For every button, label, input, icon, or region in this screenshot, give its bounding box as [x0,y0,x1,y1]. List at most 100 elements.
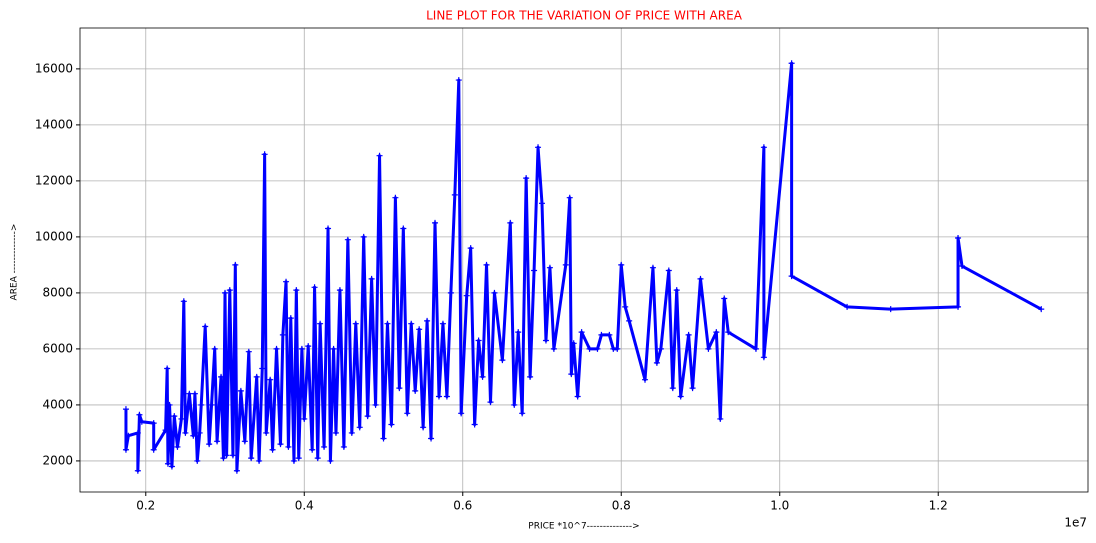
data-marker [368,275,375,282]
data-marker [515,329,522,336]
x-axis-label: PRICE *10^7--------------> [528,522,639,532]
data-marker [586,345,593,352]
data-marker [788,60,795,67]
data-marker [356,424,363,431]
data-marker [136,411,143,418]
data-marker [380,435,387,442]
data-marker [388,421,395,428]
data-marker [618,261,625,268]
data-marker [760,354,767,361]
data-marker [439,320,446,327]
data-marker [256,457,263,464]
data-marker [519,410,526,417]
data-marker [180,298,187,305]
data-marker [626,317,633,324]
data-marker [432,219,439,226]
data-marker [384,320,391,327]
data-marker [267,376,274,383]
data-marker [598,331,605,338]
data-marker [887,306,894,313]
y-tick-label: 10000 [35,229,73,243]
data-marker [245,348,252,355]
data-marker [314,455,321,462]
data-marker [499,357,506,364]
data-marker [122,406,129,413]
data-marker [332,429,339,436]
data-marker [321,443,328,450]
data-marker [295,455,302,462]
data-marker [182,429,189,436]
x-tick-label: 0.6 [453,499,472,513]
data-marker [360,233,367,240]
y-tick-label: 8000 [42,285,73,299]
data-marker [435,393,442,400]
data-marker [330,345,337,352]
data-marker [955,235,962,242]
data-marker [420,424,427,431]
data-marker [546,264,553,271]
data-marker [226,287,233,294]
data-marker [471,421,478,428]
data-marker [408,320,415,327]
data-marker [248,455,255,462]
data-marker [689,385,696,392]
data-marker [673,287,680,294]
data-marker [311,284,318,291]
data-marker [622,303,629,310]
data-marker [283,278,290,285]
data-marker [191,390,198,397]
data-marker [222,289,229,296]
data-marker [955,303,962,310]
data-marker [844,303,851,310]
data-marker [336,287,343,294]
data-marker [959,263,965,270]
data-marker [166,401,173,408]
y-tick-label: 4000 [42,397,73,411]
data-marker [241,438,248,445]
data-marker [760,144,767,151]
data-marker [531,267,538,274]
data-marker [364,413,371,420]
data-marker [305,343,312,350]
data-marker [211,345,218,352]
x-tick-label: 0.4 [295,499,314,513]
data-marker [309,446,316,453]
data-marker [578,329,585,336]
x-tick-label: 0.8 [612,499,631,513]
data-marker [150,446,157,453]
data-marker [535,144,542,151]
y-tick-label: 2000 [42,453,73,467]
data-marker [475,337,482,344]
data-marker [218,373,225,380]
data-marker [451,191,458,198]
data-marker [376,152,383,159]
data-marker [539,200,545,207]
data-marker [178,415,185,422]
data-marker [134,467,141,474]
data-marker [568,371,575,378]
data-marker [269,446,276,453]
data-marker [443,393,450,400]
data-marker [317,320,324,327]
data-marker [665,267,672,274]
data-marker [122,446,129,453]
data-marker [223,452,230,459]
data-marker [220,455,227,462]
data-marker [202,323,209,330]
x-tick-label: 1.2 [929,499,948,513]
y-axis-label: AREA -------------> [10,224,20,301]
data-marker [277,441,284,448]
data-marker [273,345,280,352]
data-marker [507,219,514,226]
data-marker [725,329,732,336]
data-marker [483,261,490,268]
data-marker [713,329,720,336]
y-tick-label: 12000 [35,173,73,187]
data-marker [325,225,332,232]
data-marker [261,151,268,158]
data-marker [232,261,239,268]
data-marker [372,401,379,408]
chart-title: LINE PLOT FOR THE VARIATION OF PRICE WIT… [426,9,743,23]
data-marker [594,345,601,352]
data-marker [455,77,462,84]
